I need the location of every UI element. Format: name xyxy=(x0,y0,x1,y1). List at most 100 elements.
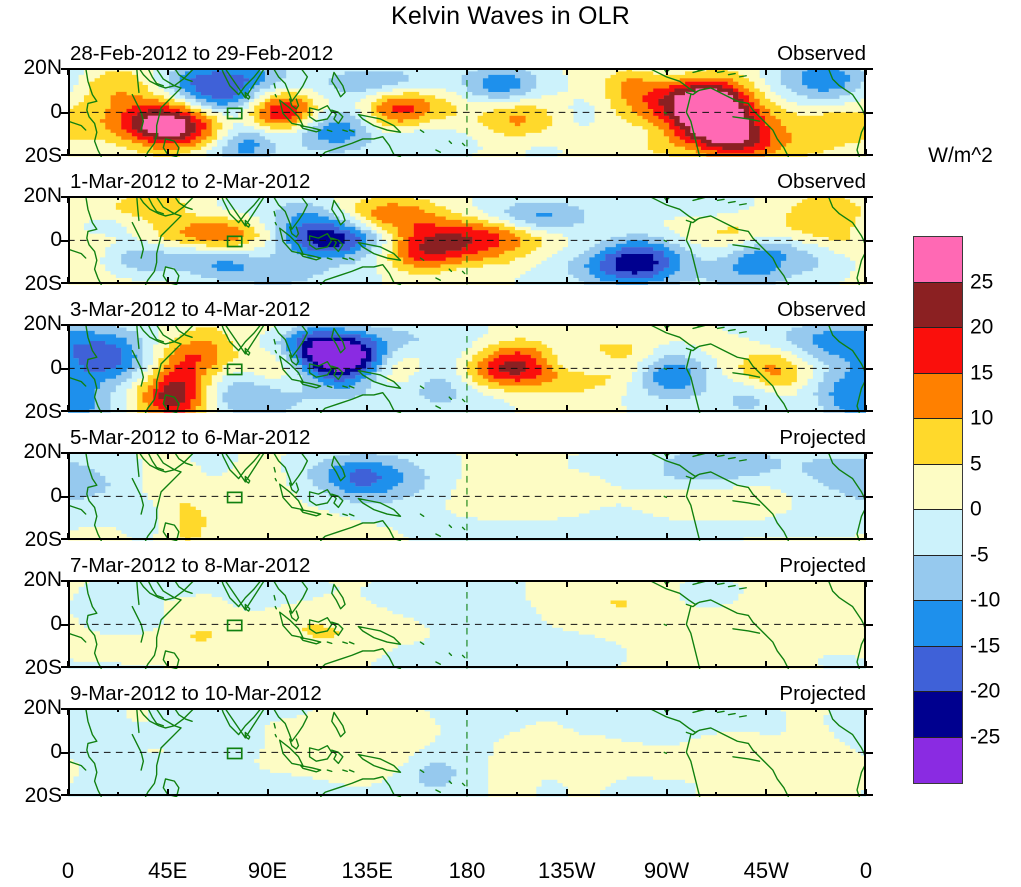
x-axis-tick xyxy=(316,708,319,712)
y-axis-tick xyxy=(866,196,873,198)
panel-date-label: 28-Feb-2012 to 29-Feb-2012 xyxy=(70,42,334,65)
y-axis-tick xyxy=(866,452,873,454)
x-axis-tick xyxy=(366,68,369,75)
x-axis-tick xyxy=(366,277,369,284)
colorbar-tick-label: 15 xyxy=(970,361,994,384)
x-axis-tick xyxy=(665,789,668,796)
y-axis-tick xyxy=(61,282,68,284)
x-axis-tick xyxy=(166,196,169,203)
x-axis-tick xyxy=(865,405,867,412)
x-axis-tick xyxy=(865,277,867,284)
olr-anomaly-field xyxy=(68,324,866,413)
y-axis-tick xyxy=(61,410,68,412)
colorbar-band xyxy=(914,737,962,783)
x-axis-tick xyxy=(116,708,119,712)
x-axis-tick xyxy=(216,536,219,540)
x-axis-tick xyxy=(466,68,468,75)
x-axis-tick xyxy=(615,536,618,540)
x-axis-tick xyxy=(815,196,818,200)
y-axis-tick xyxy=(61,68,68,70)
x-axis-tick xyxy=(67,324,69,331)
x-axis-tick xyxy=(765,277,768,284)
panel-date-label: 1-Mar-2012 to 2-Mar-2012 xyxy=(70,170,311,193)
y-axis-tick xyxy=(866,240,873,242)
olr-anomaly-field xyxy=(68,452,866,541)
map-panel[interactable] xyxy=(61,580,873,669)
x-axis-tick-labels: 0 45E 90E 135E 180 135W 90W 45W 0 xyxy=(0,860,1021,887)
colorbar-band xyxy=(914,510,962,556)
x-axis-tick xyxy=(565,196,568,203)
x-axis-tick xyxy=(815,664,818,668)
colorbar-band xyxy=(914,464,962,510)
x-axis-tick xyxy=(515,324,518,328)
x-axis-tick xyxy=(266,661,269,668)
x-axis-tick xyxy=(815,536,818,540)
colorbar-tick-label: -10 xyxy=(970,588,1001,612)
colorbar-tick-labels: 25 20 15 10 5 0 -5 -10 -15 -20 -25 xyxy=(968,236,1021,782)
x-axis-tick xyxy=(865,708,867,715)
panel-frame xyxy=(68,324,866,412)
map-panel[interactable] xyxy=(61,324,873,413)
panel-date-label: 3-Mar-2012 to 4-Mar-2012 xyxy=(70,298,311,321)
y-axis-tick xyxy=(866,794,873,796)
x-axis-tick-label: 0 xyxy=(859,858,873,883)
x-axis-tick-label: 135W xyxy=(538,858,596,883)
x-axis-tick xyxy=(116,408,119,412)
x-axis-tick xyxy=(715,152,718,156)
x-axis-tick xyxy=(515,280,518,284)
x-axis-tick xyxy=(316,792,319,796)
x-axis-tick xyxy=(466,533,468,540)
figure-title: Kelvin Waves in OLR xyxy=(390,2,631,30)
x-axis-tick xyxy=(416,408,419,412)
y-axis-tick xyxy=(61,324,68,326)
colorbar-units-label: W/m^2 xyxy=(928,144,993,167)
x-axis-tick xyxy=(765,149,768,156)
olr-anomaly-field xyxy=(68,68,866,157)
colorbar-tick-label: 10 xyxy=(970,406,994,430)
x-axis-tick xyxy=(615,452,618,456)
x-axis-tick xyxy=(665,405,668,412)
map-panel[interactable] xyxy=(61,452,873,541)
map-panel[interactable] xyxy=(61,708,873,797)
y-axis-tick xyxy=(61,708,68,710)
x-axis-tick xyxy=(665,708,668,715)
x-axis-tick xyxy=(116,196,119,200)
x-axis-tick xyxy=(565,277,568,284)
x-axis-tick xyxy=(715,664,718,668)
x-axis-tick xyxy=(715,792,718,796)
x-axis-tick xyxy=(565,789,568,796)
x-axis-tick xyxy=(166,661,169,668)
x-axis-tick xyxy=(615,68,618,72)
map-panel[interactable] xyxy=(61,68,873,157)
x-axis-tick xyxy=(67,533,69,540)
y-axis-tick xyxy=(866,580,873,582)
x-axis-tick xyxy=(466,789,468,796)
y-axis-tick-label: 20N xyxy=(23,568,62,591)
x-axis-tick xyxy=(67,661,69,668)
x-axis-tick xyxy=(865,661,867,668)
x-axis-tick xyxy=(615,792,618,796)
colorbar[interactable] xyxy=(913,236,963,784)
x-axis-tick xyxy=(615,280,618,284)
panel-frame xyxy=(68,580,866,668)
map-panel[interactable] xyxy=(61,196,873,285)
x-axis-tick xyxy=(166,708,169,715)
x-axis-tick xyxy=(366,533,369,540)
x-axis-tick xyxy=(665,661,668,668)
x-axis-tick xyxy=(166,324,169,331)
x-axis-tick xyxy=(416,580,419,584)
x-axis-tick xyxy=(216,708,219,712)
x-axis-tick xyxy=(565,708,568,715)
panel-frame xyxy=(68,708,866,796)
x-axis-tick xyxy=(266,452,269,459)
y-axis-tick xyxy=(61,452,68,454)
x-axis-tick-label: 90W xyxy=(643,858,690,883)
x-axis-tick xyxy=(815,708,818,712)
x-axis-tick xyxy=(316,68,319,72)
x-axis-tick xyxy=(166,452,169,459)
x-axis-tick xyxy=(765,789,768,796)
x-axis-tick xyxy=(515,452,518,456)
x-axis-tick xyxy=(266,277,269,284)
colorbar-tick-label: -20 xyxy=(970,679,1001,703)
